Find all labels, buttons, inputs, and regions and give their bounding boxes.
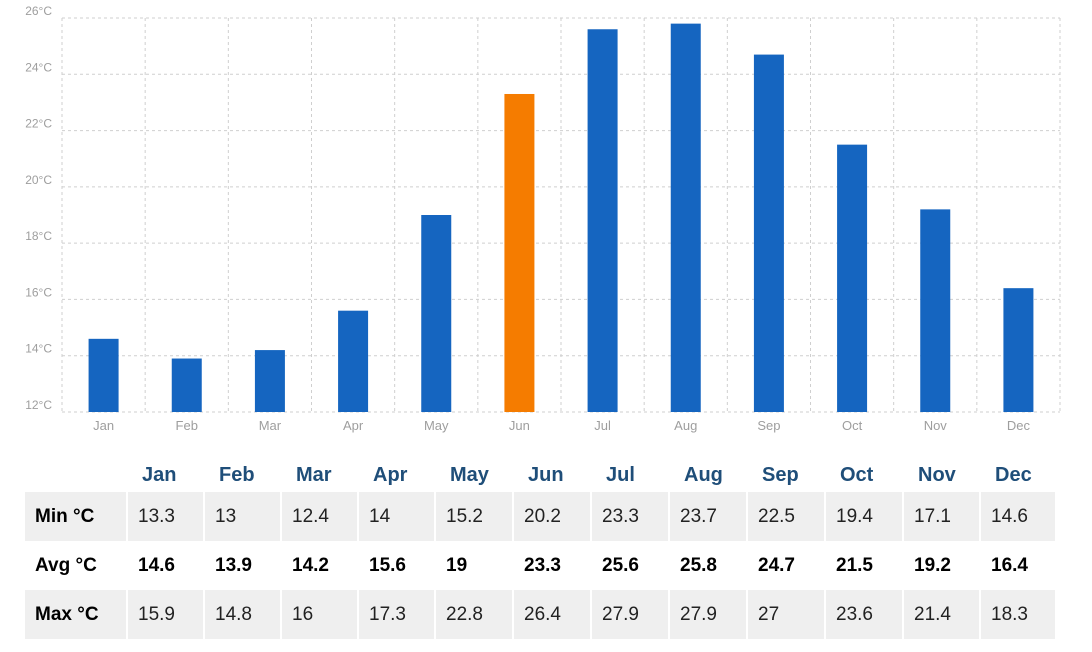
bar-mar [254, 350, 285, 412]
table-cell: 25.8 [670, 541, 748, 590]
climate-table: Jan Feb Mar Apr May Jun Jul Aug Sep Oct … [25, 458, 1057, 639]
bar-jul [587, 29, 618, 413]
x-tick-label: Jun [509, 418, 530, 433]
x-tick-label: Apr [343, 418, 364, 433]
table-cell: 25.6 [592, 541, 670, 590]
bar-nov [920, 209, 951, 412]
y-tick-label: 24°C [25, 60, 52, 74]
month-header: Nov [918, 463, 956, 486]
x-tick-label: Jan [93, 418, 114, 433]
table-cell: 17.3 [359, 590, 436, 639]
month-header: Oct [840, 463, 874, 486]
bar-dec [1003, 288, 1034, 412]
table-row-avg: Avg °C 14.6 13.9 14.2 15.6 19 23.3 25.6 … [25, 541, 1057, 590]
x-tick-label: Aug [674, 418, 697, 433]
table-cell: 13.3 [128, 492, 205, 541]
y-tick-label: 22°C [25, 117, 52, 131]
y-tick-label: 20°C [25, 173, 52, 187]
bar-jan [88, 338, 119, 412]
table-cell: 20.2 [514, 492, 592, 541]
month-header: Jun [528, 463, 564, 486]
table-cell: 13.9 [205, 541, 282, 590]
temperature-bar-chart: 12°C 14°C 16°C 18°C 20°C 22°C 24°C 26°C Jan Feb Ma… [25, 4, 1061, 433]
bar-jun [504, 93, 535, 412]
month-header: Jan [142, 463, 177, 486]
bar-may [421, 215, 452, 412]
month-header: Dec [995, 463, 1032, 486]
table-cell: 27.9 [592, 590, 670, 639]
table-cell: 14.6 [981, 492, 1057, 541]
table-cell: 16 [282, 590, 359, 639]
table-cell: 14.2 [282, 541, 359, 590]
month-header: Sep [762, 463, 799, 486]
x-tick-label: Sep [757, 418, 780, 433]
table-cell: 18.3 [981, 590, 1057, 639]
x-tick-label: Feb [176, 418, 198, 433]
x-tick-label: May [424, 418, 449, 433]
bar-sep [753, 54, 784, 412]
table-cell: 12.4 [282, 492, 359, 541]
x-tick-label: Jul [594, 418, 611, 433]
table-cell: 26.4 [514, 590, 592, 639]
table-cell: 14 [359, 492, 436, 541]
table-cell: 19 [436, 541, 514, 590]
month-header: Mar [296, 463, 332, 486]
bar-aug [670, 23, 701, 412]
table-corner [25, 458, 128, 492]
table-cell: 23.7 [670, 492, 748, 541]
table-row-max: Max °C 15.9 14.8 16 17.3 22.8 26.4 27.9 … [25, 590, 1057, 639]
table-cell: 15.2 [436, 492, 514, 541]
month-header: Apr [373, 463, 408, 486]
row-label-avg: Avg °C [25, 541, 128, 590]
y-tick-label: 16°C [25, 285, 52, 299]
table-cell: 23.6 [826, 590, 904, 639]
table-cell: 15.6 [359, 541, 436, 590]
table-cell: 22.8 [436, 590, 514, 639]
table-cell: 24.7 [748, 541, 826, 590]
y-tick-label: 18°C [25, 229, 52, 243]
table-cell: 27.9 [670, 590, 748, 639]
row-label-max: Max °C [25, 590, 128, 639]
table-row-min: Min °C 13.3 13 12.4 14 15.2 20.2 23.3 23… [25, 492, 1057, 541]
table-cell: 21.4 [904, 590, 981, 639]
x-tick-label: Oct [842, 418, 863, 433]
table-cell: 16.4 [981, 541, 1057, 590]
y-tick-label: 14°C [25, 342, 52, 356]
table-cell: 14.8 [205, 590, 282, 639]
table-cell: 21.5 [826, 541, 904, 590]
row-label-min: Min °C [25, 492, 128, 541]
table-cell: 19.2 [904, 541, 981, 590]
x-tick-label: Nov [924, 418, 948, 433]
month-header: Feb [219, 463, 255, 486]
table-cell: 13 [205, 492, 282, 541]
table-cell: 17.1 [904, 492, 981, 541]
table-cell: 19.4 [826, 492, 904, 541]
bar-feb [171, 358, 202, 412]
table-cell: 15.9 [128, 590, 205, 639]
table-cell: 23.3 [514, 541, 592, 590]
month-header: Jul [606, 463, 635, 486]
x-tick-label: Dec [1007, 418, 1031, 433]
month-header: May [450, 463, 489, 486]
x-tick-label: Mar [259, 418, 282, 433]
table-cell: 22.5 [748, 492, 826, 541]
y-tick-label: 26°C [25, 4, 52, 18]
table-header-row: Jan Feb Mar Apr May Jun Jul Aug Sep Oct … [25, 458, 1057, 492]
table-cell: 23.3 [592, 492, 670, 541]
bar-oct [837, 144, 868, 412]
bar-apr [338, 310, 369, 412]
table-cell: 27 [748, 590, 826, 639]
y-tick-label: 12°C [25, 398, 52, 412]
table-cell: 14.6 [128, 541, 205, 590]
month-header: Aug [684, 463, 723, 486]
